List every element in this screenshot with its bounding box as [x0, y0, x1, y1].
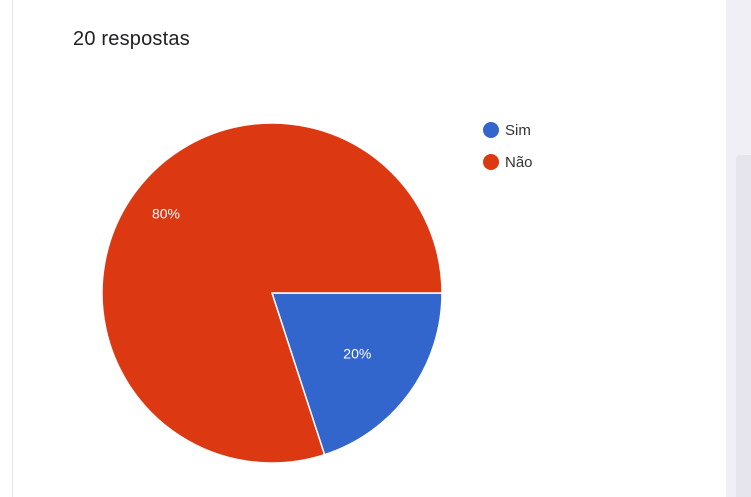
pie-slice-label-sim: 20%: [343, 346, 371, 362]
pie-slice-não[interactable]: [101, 122, 443, 464]
response-count: 20 respostas: [73, 28, 190, 50]
legend-label-sim: Sim: [505, 122, 531, 139]
card-left-border: [12, 0, 13, 497]
chart-legend: Sim Não: [483, 122, 533, 171]
legend-label-não: Não: [505, 154, 533, 171]
legend-swatch-não: [483, 154, 499, 170]
pie-slice-label-não: 80%: [152, 206, 180, 222]
pie-slices: [101, 122, 443, 464]
scrollbar-track[interactable]: [736, 155, 751, 497]
legend-swatch-sim: [483, 122, 499, 138]
pie-slice-sim[interactable]: [270, 292, 443, 456]
legend-item-sim[interactable]: Sim: [483, 122, 531, 139]
legend-item-não[interactable]: Não: [483, 154, 533, 171]
pie-slice-labels: 20% 80%: [152, 206, 371, 362]
